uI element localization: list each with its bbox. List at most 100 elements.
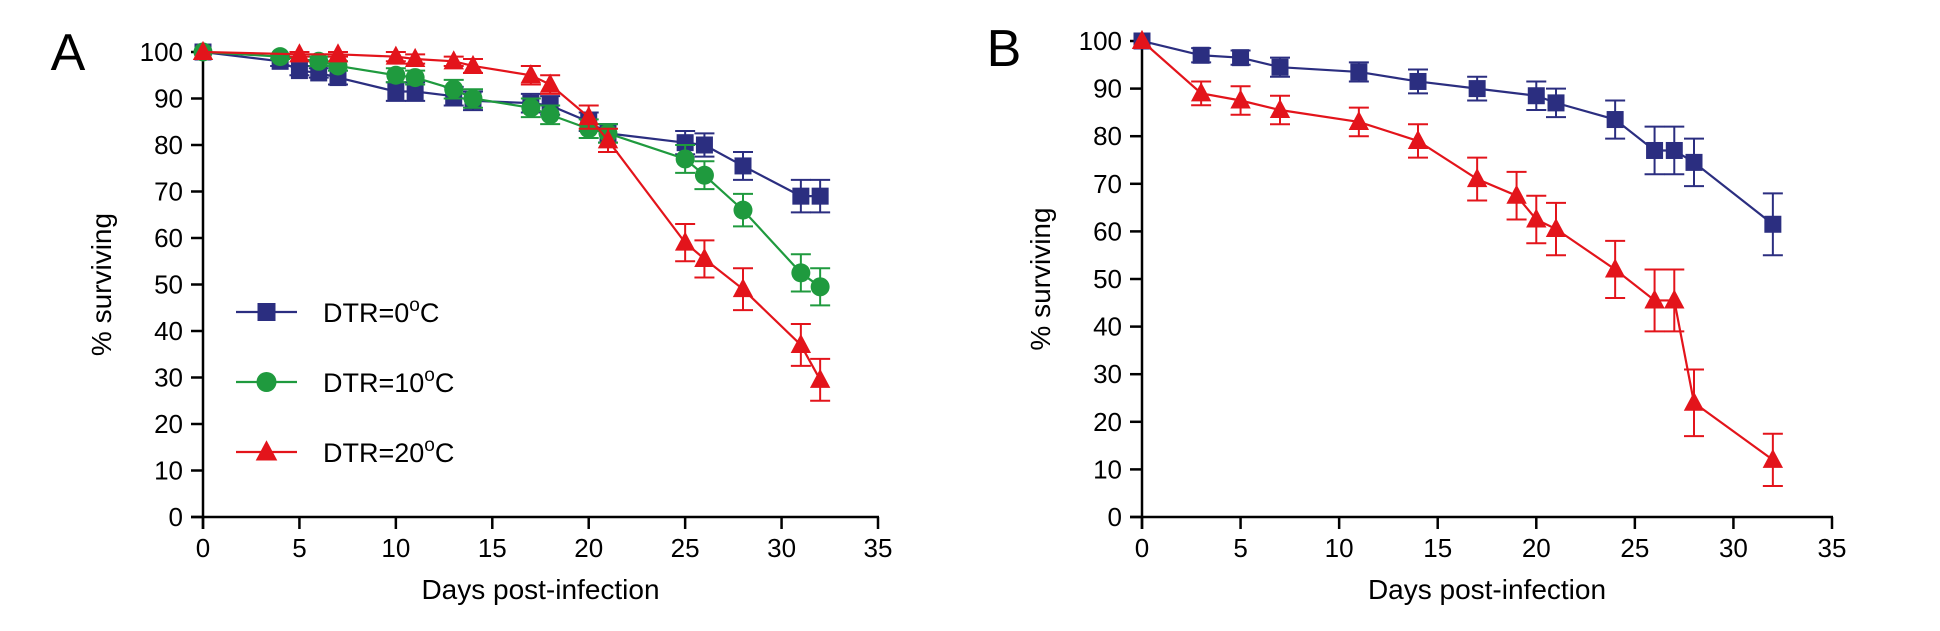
data-point [1527,87,1545,105]
y-tick-label: 0 [169,502,183,532]
x-tick-label: 30 [767,533,796,563]
data-point [1683,391,1705,411]
data-point [1190,82,1212,102]
data-point [270,47,290,67]
x-axis-label: Days post-infection [1368,574,1606,605]
data-point [387,83,405,101]
legend-label: DTR=20oC [323,435,454,468]
series-line [202,50,821,288]
data-point [1350,63,1368,81]
data-point [1409,72,1427,90]
legend-marker [256,372,277,392]
data-point [290,62,308,80]
data-point [520,64,542,84]
data-point [1232,49,1250,67]
data-point [792,187,810,205]
data-point [1348,110,1370,130]
x-tick-label: 30 [1719,533,1748,563]
x-tick-label: 0 [196,533,210,563]
data-point [732,278,754,298]
y-tick-label: 80 [1093,121,1122,151]
y-axis-label: % surviving [1025,207,1056,350]
data-point [521,98,541,118]
data-point [463,89,483,108]
legend-item: DTR=20oC [236,435,454,468]
data-point [406,83,424,101]
x-tick-label: 5 [1233,533,1247,563]
series-square [1133,32,1783,257]
data-point [385,45,407,65]
x-tick-label: 10 [1325,533,1354,563]
data-point [1606,111,1624,129]
panel-label: B [987,20,1022,78]
x-tick-label: 35 [1818,533,1847,563]
data-point [674,231,696,251]
data-point [1131,29,1153,50]
y-tick-label: 30 [154,363,183,393]
x-tick-label: 5 [292,533,306,563]
x-tick-label: 15 [478,533,507,563]
x-tick-label: 35 [864,533,893,563]
series-triangle [1131,29,1784,488]
data-point [1644,289,1665,309]
y-tick-label: 70 [1093,169,1122,199]
data-point [1192,46,1210,64]
y-tick-label: 60 [1093,216,1122,246]
data-point [790,333,812,353]
y-tick-label: 50 [154,270,183,300]
y-tick-label: 20 [1093,407,1122,437]
y-tick-label: 30 [1093,359,1122,389]
data-point [810,277,830,297]
data-point [695,136,713,154]
data-point [676,134,694,152]
series-dtr-20 [192,40,831,402]
data-point [1762,448,1784,468]
panel-label: A [51,24,86,82]
y-tick-label: 90 [154,84,183,114]
data-point [1468,80,1486,98]
x-axis-label: Days post-infection [421,574,659,605]
x-tick-label: 0 [1135,533,1149,563]
data-point [1269,98,1291,119]
data-point [192,40,214,61]
data-point [1547,94,1565,112]
data-point [791,263,811,283]
y-tick-label: 40 [154,316,183,346]
y-tick-label: 10 [154,456,183,486]
x-tick-label: 20 [574,533,603,563]
data-point [540,105,560,125]
y-axis-label: % surviving [86,213,117,356]
series-line [1141,39,1774,226]
legend-label: DTR=10oC [323,365,454,398]
y-tick-label: 100 [140,37,183,67]
data-point [694,165,714,185]
panel-a: A 0 10 20 30 40 50 60 70 80 90 100 0 5 10 15 20 25 30 35 Day… [51,24,893,605]
y-tick-label: 90 [1093,74,1122,104]
y-tick-label: 60 [154,223,183,253]
data-point [1664,289,1685,309]
legend: DTR=0oC DTR=10oC DTR=20oC [236,295,454,468]
legend-marker [255,440,278,461]
y-tick-label: 40 [1093,312,1122,342]
x-tick-label: 25 [1620,533,1649,563]
data-point [733,200,753,220]
data-point [1506,184,1527,204]
series-dtr-0 [194,43,831,214]
data-point [404,47,426,68]
data-point [675,149,695,169]
y-tick-label: 70 [154,177,183,207]
data-point [1646,141,1664,159]
data-point [1665,141,1683,159]
data-point [539,73,561,93]
legend-marker [257,303,276,321]
data-point [462,54,484,74]
data-point [809,368,831,388]
data-point [694,247,715,267]
data-point [1685,153,1703,171]
data-point [1604,258,1626,278]
series-line [202,50,822,381]
y-tick-label: 0 [1108,502,1122,532]
data-point [1764,215,1782,233]
